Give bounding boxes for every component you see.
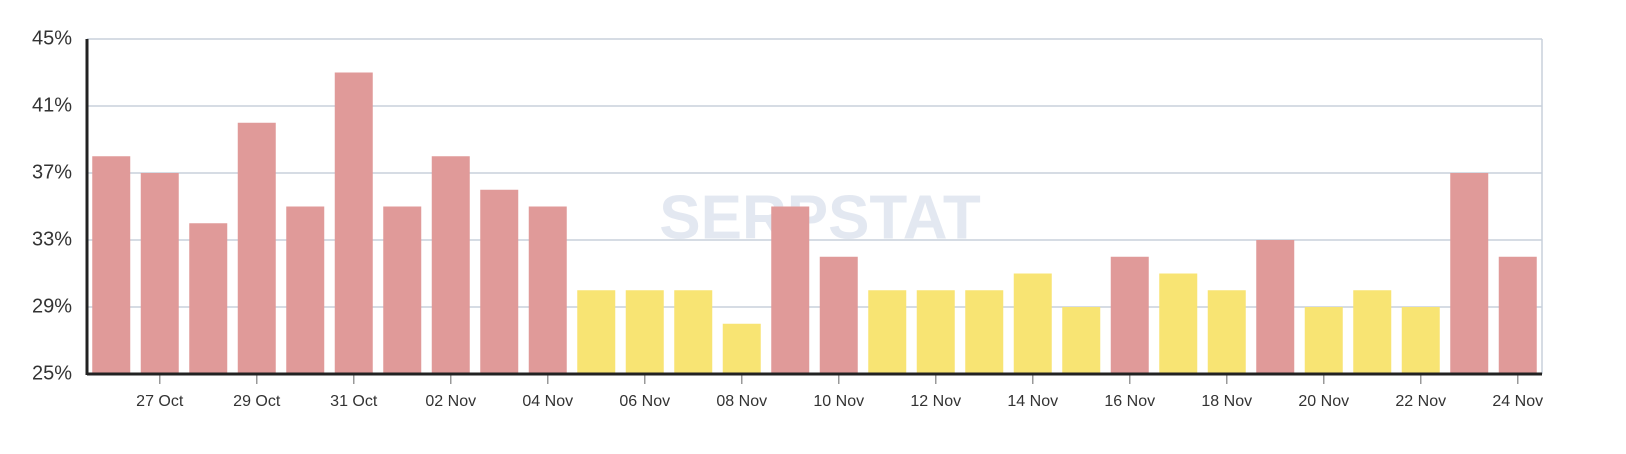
bar	[189, 223, 228, 374]
x-tick-label: 24 Nov	[1492, 393, 1543, 410]
y-tick-label: 25%	[32, 362, 72, 384]
x-tick-label: 06 Nov	[619, 393, 670, 410]
bar	[722, 323, 761, 374]
bar	[674, 290, 713, 374]
x-tick-label: 22 Nov	[1395, 393, 1446, 410]
y-tick-label: 29%	[32, 295, 72, 317]
x-tick-label: 10 Nov	[813, 393, 864, 410]
watermark: SERPSTAT	[659, 183, 981, 252]
bar	[1256, 240, 1295, 374]
x-tick-label: 16 Nov	[1104, 393, 1155, 410]
x-tick-label: 18 Nov	[1201, 393, 1252, 410]
bar	[771, 206, 810, 374]
bar	[383, 206, 422, 374]
bar	[868, 290, 907, 374]
bar	[1401, 307, 1440, 374]
x-tick-label: 02 Nov	[425, 393, 476, 410]
x-tick-label: 31 Oct	[330, 393, 378, 410]
bar	[577, 290, 616, 374]
y-tick-label: 41%	[32, 94, 72, 116]
bar	[916, 290, 955, 374]
x-tick-label: 20 Nov	[1298, 393, 1349, 410]
bar	[480, 189, 519, 374]
y-tick-label: 33%	[32, 228, 72, 250]
bar	[625, 290, 664, 374]
bar	[92, 156, 131, 374]
bar	[1498, 256, 1537, 374]
bar	[1013, 273, 1052, 374]
y-tick-label: 37%	[32, 161, 72, 183]
x-tick-label: 04 Nov	[522, 393, 573, 410]
bar	[965, 290, 1004, 374]
bar	[1304, 307, 1343, 374]
bar	[1353, 290, 1392, 374]
bar	[1110, 256, 1149, 374]
y-tick-label: 45%	[32, 27, 72, 49]
bar	[431, 156, 470, 374]
bar	[237, 122, 276, 374]
x-tick-label: 12 Nov	[910, 393, 961, 410]
bar	[819, 256, 858, 374]
x-tick-label: 29 Oct	[233, 393, 281, 410]
bar	[286, 206, 325, 374]
bar	[1207, 290, 1246, 374]
bar	[1159, 273, 1198, 374]
bar	[528, 206, 567, 374]
bar	[1062, 307, 1101, 374]
bar	[1450, 173, 1489, 374]
bar	[334, 72, 373, 374]
x-tick-label: 27 Oct	[136, 393, 184, 410]
bar	[140, 173, 179, 374]
x-tick-label: 08 Nov	[716, 393, 767, 410]
x-tick-label: 14 Nov	[1007, 393, 1058, 410]
